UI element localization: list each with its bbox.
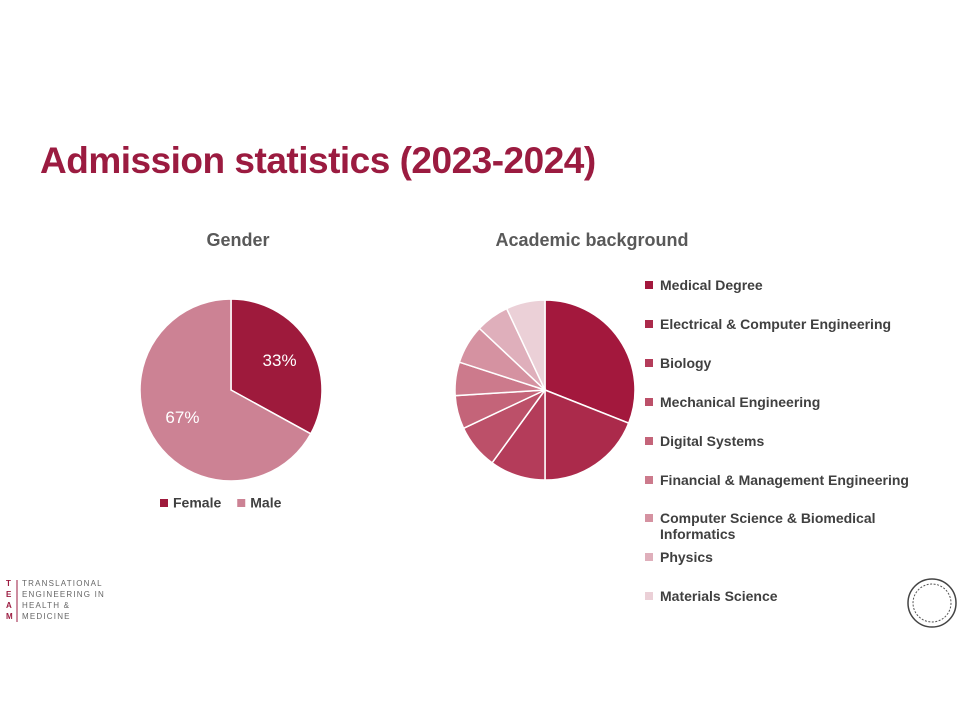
legend-item: Biology (645, 355, 915, 371)
data-label: 33% (263, 351, 297, 370)
legend-item: Physics (645, 549, 915, 565)
legend-swatch (237, 499, 246, 507)
pie-slice (505, 299, 546, 391)
logo-letter: A (6, 601, 13, 610)
logo-line: E ENGINEERING IN (6, 589, 105, 600)
legend-swatch (645, 281, 653, 289)
legend-label: Materials Science (660, 588, 778, 605)
slide-title: Admission statistics (2023-2024) (40, 140, 596, 181)
logo: T TRANSLATIONAL E ENGINEERING IN A HEALTH & M M… (6, 578, 105, 622)
pie-slice (230, 298, 323, 435)
legend-item: Digital Systems (645, 433, 915, 449)
data-label: 67% (165, 408, 199, 427)
logo-text: TRANSLATIONAL (22, 579, 103, 588)
legend-item: Materials Science (645, 588, 915, 604)
logo-text: ENGINEERING IN (22, 590, 106, 599)
logo-text: MEDICINE (22, 612, 71, 621)
logo-letter: T (6, 579, 13, 588)
legend-item: Mechanical Engineering (645, 394, 915, 410)
logo-text: HEALTH & (22, 601, 71, 610)
legend-swatch (645, 553, 653, 562)
legend-swatch (645, 475, 653, 484)
logo-letter: M (6, 612, 14, 621)
legend-swatch (645, 514, 653, 523)
legend-swatch (645, 436, 653, 445)
logo-letter: E (6, 590, 13, 599)
seal-inner (912, 583, 952, 623)
legend-label: Female (173, 495, 221, 511)
legend-swatch (160, 499, 168, 507)
legend-swatch (645, 592, 653, 601)
legend-item: Financial & Management Engineering (645, 472, 915, 488)
legend-item: Medical Degree (645, 277, 915, 293)
pie-slice (544, 299, 636, 425)
seal (907, 578, 957, 628)
legend-label: Medical Degree (660, 277, 763, 293)
legend-label: Mechanical Engineering (660, 393, 821, 410)
legend-swatch (645, 319, 653, 328)
legend-label: Financial & Management Engineering (660, 471, 909, 488)
legend-swatch (645, 397, 653, 406)
legend-item: Electrical & Computer Engineering (645, 316, 915, 332)
chart-title: Academic background (495, 230, 688, 250)
legend-item: Computer Science & Biomedical Informatic… (645, 510, 915, 542)
pie-slice (139, 298, 312, 482)
legend-label: Physics (660, 549, 713, 566)
logo-line: T TRANSLATIONAL (6, 578, 105, 589)
legend-label: Male (250, 495, 281, 511)
legend-label: Biology (660, 354, 712, 371)
chart-title: Gender (206, 230, 269, 250)
legend-label: Electrical & Computer Engineering (660, 315, 892, 332)
legend-swatch (645, 358, 653, 367)
legend-label: Digital Systems (660, 432, 765, 449)
logo-line: M MEDICINE (6, 611, 105, 622)
pie-slice (544, 388, 630, 481)
legend-label: Computer Science & Biomedical Informatic… (660, 510, 876, 543)
logo-line: A HEALTH & (6, 600, 105, 611)
